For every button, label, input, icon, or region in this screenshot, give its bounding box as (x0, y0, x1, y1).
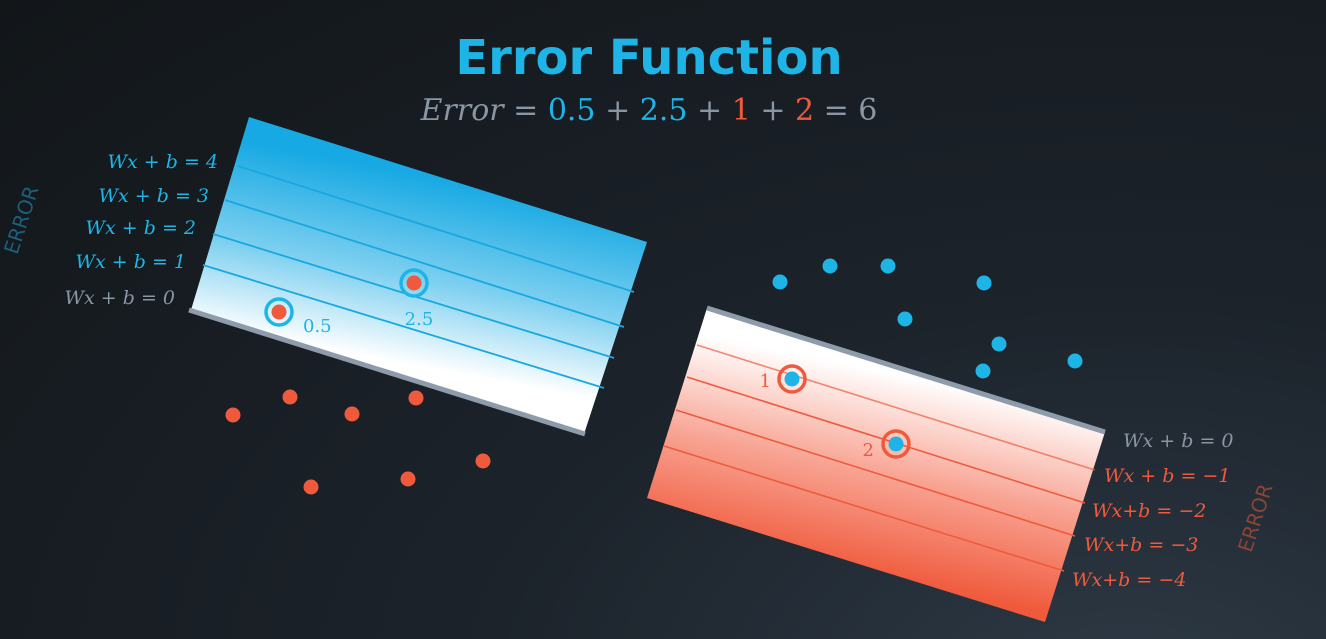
blue-gradient-band (191, 117, 647, 434)
level-line-3 (224, 199, 625, 328)
equation-term: = (504, 93, 548, 128)
blue-point (976, 275, 992, 291)
blue-point (897, 311, 913, 327)
blue-level-label: Wx + b = 0 (65, 287, 176, 309)
equation-term: + (751, 93, 795, 128)
red-level-label: Wx + b = 0 (1123, 430, 1234, 452)
blue-error-word: ERROR (0, 183, 44, 257)
misclassified-ring (881, 429, 911, 459)
red-points-group (225, 389, 491, 495)
neg-level-line-1 (696, 344, 1096, 471)
misclassified-ring (777, 364, 807, 394)
red-gradient-band (647, 308, 1105, 622)
red-level-label: Wx+b = −2 (1092, 500, 1206, 522)
blue-level-label: Wx + b = 4 (108, 151, 219, 173)
red-point (400, 471, 416, 487)
misclassified-error-value: 0.5 (303, 316, 332, 337)
misclassified-ring (399, 268, 429, 298)
red-point (344, 406, 360, 422)
neg-level-line-2 (686, 376, 1086, 504)
misclassified-error-value: 2 (863, 440, 874, 461)
blue-points-group (772, 258, 1083, 379)
red-point (303, 479, 319, 495)
blue-point (975, 363, 991, 379)
red-level-label: Wx + b = −1 (1104, 465, 1230, 487)
equation-term: + (596, 93, 640, 128)
misclassified-red-point (271, 304, 287, 320)
red-level-label: Wx+b = −4 (1072, 569, 1186, 591)
error-equation: Error = 0.5 + 2.5 + 1 + 2 = 6 (420, 93, 878, 128)
red-boundary-line (706, 305, 1106, 435)
equation-term: Error (420, 93, 506, 128)
level-line-4 (237, 165, 635, 293)
red-point (282, 389, 298, 405)
misclassified-blue-point (888, 436, 904, 452)
level-line-1 (202, 264, 605, 389)
blue-point (991, 336, 1007, 352)
red-point (408, 390, 424, 406)
equation-term: 0.5 (548, 93, 596, 128)
red-point (475, 453, 491, 469)
neg-level-line-3 (675, 409, 1076, 537)
equation-term: 1 (732, 93, 751, 128)
blue-boundary-line (188, 307, 586, 437)
red-level-label: Wx+b = −3 (1084, 534, 1198, 556)
blue-error-region: ERROR Wx + b = 4 Wx + b = 3 Wx + b = 2 Wx +… (0, 117, 647, 437)
misclassified-blue-point (784, 371, 800, 387)
neg-level-line-4 (663, 445, 1065, 572)
blue-level-label: Wx + b = 2 (86, 217, 197, 239)
equation-term: + (687, 93, 731, 128)
equation-term: 2.5 (640, 93, 688, 128)
misclassified-error-value: 1 (760, 371, 771, 392)
blue-point (1067, 353, 1083, 369)
misclassified-ring (264, 297, 294, 327)
red-error-word: ERROR (1233, 481, 1278, 555)
blue-level-label: Wx + b = 3 (99, 185, 210, 207)
misclassified-red-point (406, 275, 422, 291)
equation-term: = 6 (814, 93, 877, 128)
page-title: Error Function (455, 30, 842, 86)
red-point (225, 407, 241, 423)
blue-point (880, 258, 896, 274)
red-error-region: ERROR Wx + b = 0 Wx + b = −1 Wx+b = −2 Wx+b… (647, 305, 1278, 622)
equation-term: 2 (795, 93, 814, 128)
blue-point (772, 274, 788, 290)
blue-level-label: Wx + b = 1 (76, 251, 187, 273)
blue-point (822, 258, 838, 274)
misclassified-error-value: 2.5 (405, 309, 434, 330)
